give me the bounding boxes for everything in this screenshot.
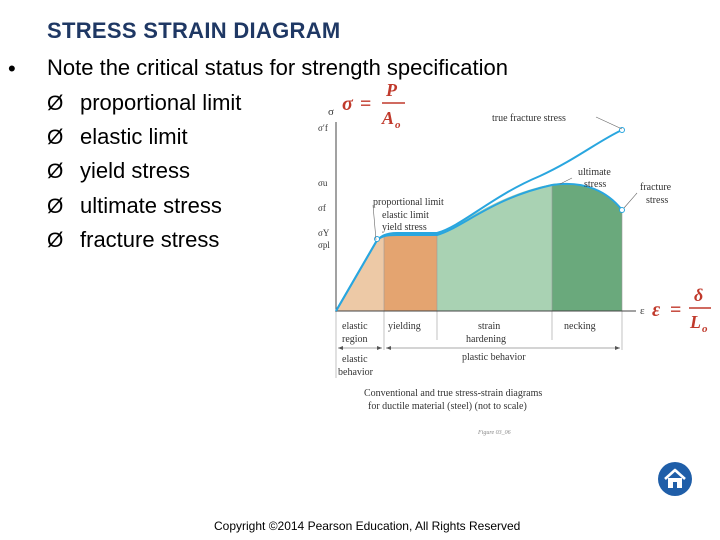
leader-line bbox=[623, 192, 638, 209]
plastic-behavior-label: plastic behavior bbox=[462, 352, 526, 363]
list-item-label: elastic limit bbox=[80, 124, 188, 149]
leader-line bbox=[559, 177, 573, 185]
arrow-bullet-icon: Ø bbox=[47, 229, 64, 252]
figure-caption-line2: for ductile material (steel) (not to sca… bbox=[368, 401, 527, 412]
necking-region-fill bbox=[552, 183, 622, 311]
necking-label: necking bbox=[564, 321, 596, 332]
proportional-limit-label: proportional limit bbox=[373, 197, 444, 208]
leader-line bbox=[372, 204, 377, 241]
arrow-head-icon bbox=[615, 346, 620, 350]
elastic-region-label-line2: region bbox=[342, 334, 368, 345]
strain-hardening-label-line1: strain bbox=[478, 321, 500, 332]
strain-formula-eq: = bbox=[670, 299, 681, 321]
slide-title: STRESS STRAIN DIAGRAM bbox=[47, 18, 341, 43]
home-button[interactable] bbox=[657, 461, 693, 497]
stress-formula-eq: = bbox=[360, 93, 371, 115]
stress-formula-numerator: P bbox=[385, 80, 398, 100]
elastic-region-label-line1: elastic bbox=[342, 321, 368, 332]
arrow-head-icon bbox=[386, 346, 391, 350]
fracture-stress-label-line2: stress bbox=[646, 195, 668, 206]
copyright-notice: Copyright ©2014 Pearson Education, All R… bbox=[214, 519, 521, 533]
strain-hardening-label-line2: hardening bbox=[466, 334, 506, 345]
stress-formula-den-subscript: o bbox=[395, 119, 401, 131]
strain-formula-denominator: L bbox=[689, 312, 701, 332]
list-item-label: ultimate stress bbox=[80, 193, 222, 218]
tick-label-sigma-f-true: σ′f bbox=[318, 123, 328, 133]
yield-point bbox=[374, 236, 380, 242]
stress-formula-lhs: σ bbox=[342, 93, 354, 115]
elastic-limit-label: elastic limit bbox=[382, 210, 429, 221]
yielding-region-fill bbox=[384, 234, 437, 311]
stress-formula-denominator: A bbox=[381, 108, 394, 128]
arrow-head-icon bbox=[377, 346, 382, 350]
figure-id: Figure 03_06 bbox=[477, 430, 511, 436]
figure-caption-line1: Conventional and true stress-strain diag… bbox=[364, 388, 542, 399]
elastic-behavior-label-line2: behavior bbox=[338, 367, 374, 378]
list-item-label: proportional limit bbox=[80, 90, 242, 115]
yielding-label: yielding bbox=[388, 321, 421, 332]
strain-hardening-region-fill bbox=[437, 184, 552, 311]
fracture-stress-label-line1: fracture bbox=[640, 182, 672, 193]
yield-stress-label: yield stress bbox=[382, 222, 427, 233]
arrow-bullet-icon: Ø bbox=[47, 126, 64, 149]
arrow-bullet-icon: Ø bbox=[47, 195, 64, 218]
y-axis-symbol: σ bbox=[328, 106, 334, 118]
arrow-head-icon bbox=[338, 346, 343, 350]
true-fracture-stress-label: true fracture stress bbox=[492, 113, 566, 124]
conventional-stress-curve bbox=[335, 182, 623, 312]
x-axis-symbol: ε bbox=[640, 305, 645, 317]
list-item-label: yield stress bbox=[80, 158, 191, 183]
arrow-bullet-icon: Ø bbox=[47, 92, 64, 115]
true-stress-curve bbox=[335, 129, 623, 312]
ultimate-stress-label-line2: stress bbox=[584, 179, 606, 190]
leader-line bbox=[595, 116, 623, 130]
bullet-dot: • bbox=[8, 56, 16, 81]
home-icon bbox=[658, 462, 692, 496]
arrow-bullet-icon: Ø bbox=[47, 160, 64, 183]
fracture-point bbox=[619, 207, 625, 213]
tick-label-sigma-u: σu bbox=[318, 178, 328, 188]
list-item-label: fracture stress bbox=[80, 227, 220, 252]
elastic-behavior-label-line1: elastic bbox=[342, 354, 368, 365]
tick-label-sigma-pl: σpl bbox=[318, 240, 330, 250]
strain-formula-lhs: ε bbox=[652, 299, 661, 321]
strain-formula-numerator: δ bbox=[694, 285, 703, 305]
tick-label-sigma-f: σf bbox=[318, 203, 326, 213]
tick-label-sigma-y: σY bbox=[318, 228, 330, 238]
strain-formula-den-subscript: o bbox=[702, 323, 708, 335]
ultimate-stress-label-line1: ultimate bbox=[578, 167, 611, 178]
main-point: Note the critical status for strength sp… bbox=[47, 55, 508, 80]
